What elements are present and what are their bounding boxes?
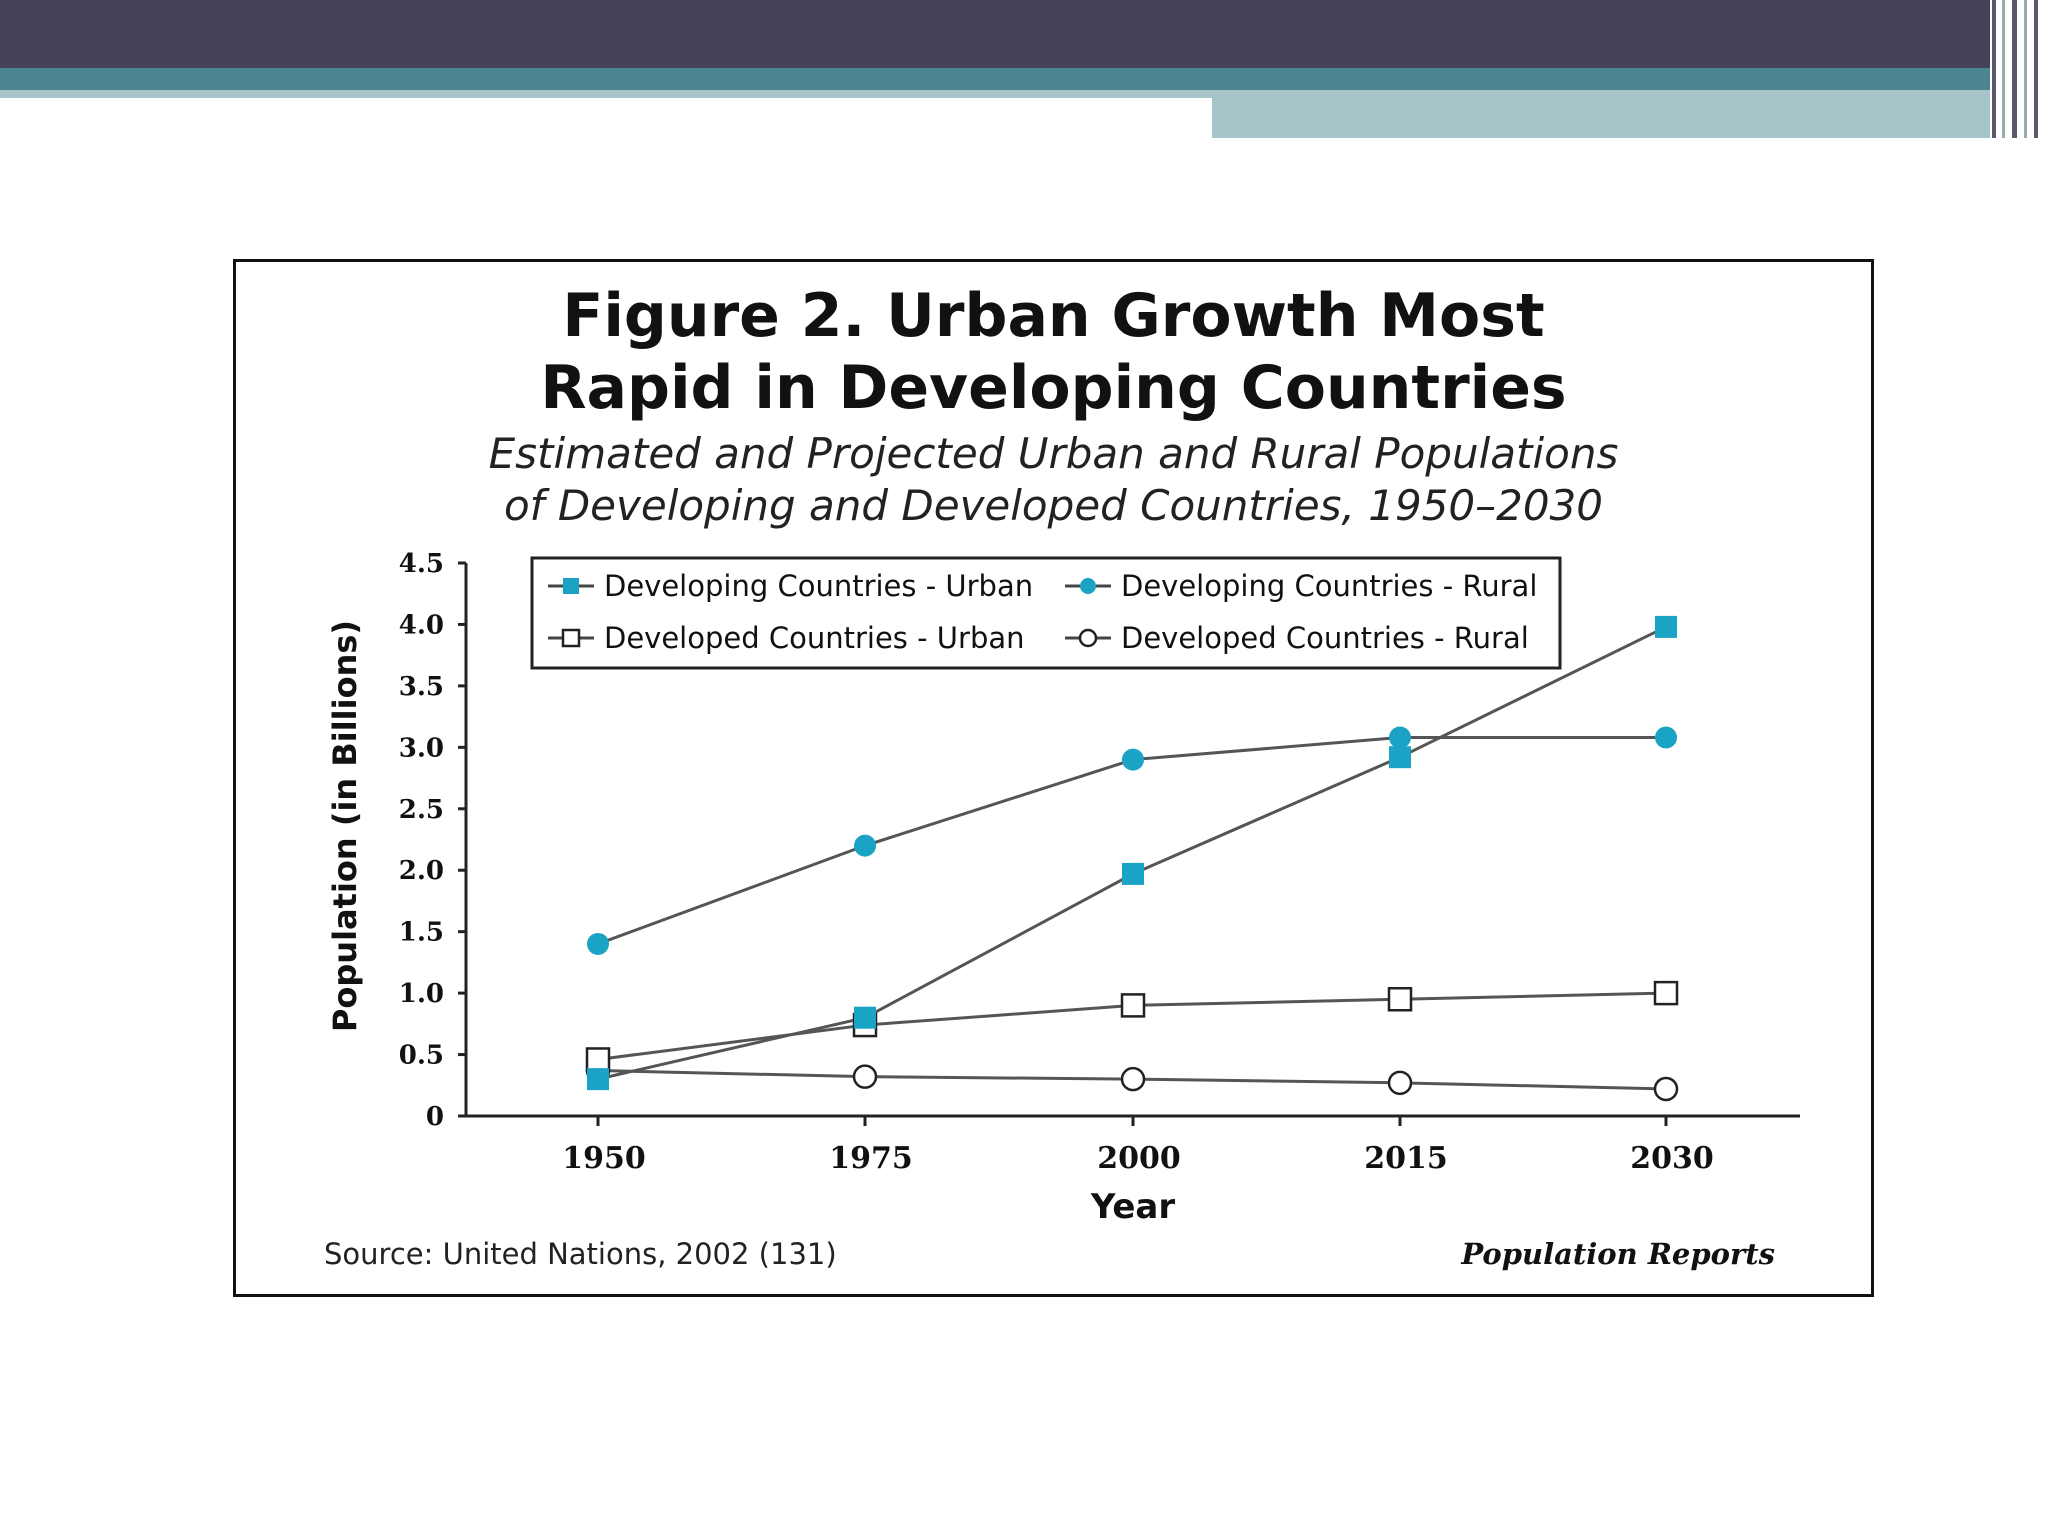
publisher-label: Population Reports bbox=[1461, 1237, 1775, 1271]
legend-label-2: Developing Countries - Rural bbox=[1121, 569, 1537, 603]
figure-panel: Figure 2. Urban Growth Most Rapid in Dev… bbox=[233, 259, 1874, 1297]
series-2-point bbox=[1122, 748, 1144, 771]
slide-edge-lines bbox=[1990, 0, 2048, 138]
legend-marker-2 bbox=[1080, 578, 1096, 594]
series-3-point bbox=[1120, 993, 1146, 1018]
legend-label-4: Developed Countries - Rural bbox=[1121, 621, 1529, 655]
series-4-point bbox=[1387, 1070, 1413, 1096]
series-1-point bbox=[1655, 615, 1677, 638]
slide-header-band-light bbox=[1212, 90, 1990, 138]
y-tick-label: 0.5 bbox=[399, 1041, 444, 1071]
y-tick-label: 4.5 bbox=[399, 549, 444, 579]
y-tick-label: 2.5 bbox=[399, 795, 444, 825]
slide-header-band-strip bbox=[0, 90, 1212, 98]
series-4-point bbox=[852, 1064, 878, 1089]
x-tick-label: 2015 bbox=[1364, 1141, 1448, 1176]
series-1-point bbox=[587, 1068, 609, 1091]
slide-header-band-dark bbox=[0, 0, 1990, 68]
x-tick-label: 1950 bbox=[562, 1141, 646, 1176]
series-2-point bbox=[1389, 726, 1411, 749]
series-4-point bbox=[1653, 1076, 1679, 1102]
chart-title-line-2: Rapid in Developing Countries bbox=[540, 353, 1567, 423]
series-2-point bbox=[1655, 726, 1677, 749]
series-2-point bbox=[854, 834, 876, 857]
x-tick-label: 2030 bbox=[1630, 1141, 1714, 1176]
chart-subtitle-line-1: Estimated and Projected Urban and Rural … bbox=[488, 429, 1619, 478]
y-tick-label: 1.5 bbox=[399, 918, 444, 948]
legend-box bbox=[530, 556, 1562, 670]
series-1-point bbox=[1389, 746, 1411, 769]
legend-marker-3 bbox=[561, 628, 581, 648]
x-tick-label: 1975 bbox=[829, 1141, 913, 1176]
y-tick-label: 1.0 bbox=[399, 979, 444, 1009]
x-axis-label: Year bbox=[1090, 1187, 1176, 1227]
y-axis-label: Population (in Billions) bbox=[326, 620, 364, 1032]
legend-marker-1 bbox=[563, 578, 579, 594]
series-1-point bbox=[1122, 862, 1144, 885]
series-3-point bbox=[1387, 987, 1413, 1012]
chart-title-line-1: Figure 2. Urban Growth Most bbox=[562, 281, 1545, 351]
y-tick-label: 2.0 bbox=[399, 856, 444, 886]
legend-label-3: Developed Countries - Urban bbox=[604, 621, 1025, 655]
series-1-point bbox=[854, 1006, 876, 1029]
source-note: Source: United Nations, 2002 (131) bbox=[324, 1237, 837, 1271]
series-4-point bbox=[1120, 1066, 1146, 1092]
series-3-point bbox=[1653, 980, 1679, 1006]
chart-subtitle-line-2: of Developing and Developed Countries, 1… bbox=[503, 481, 1603, 530]
y-tick-label: 4.0 bbox=[399, 610, 444, 640]
y-tick-label: 3.0 bbox=[399, 733, 444, 763]
legend-label-1: Developing Countries - Urban bbox=[604, 569, 1033, 603]
legend-marker-4 bbox=[1078, 628, 1098, 648]
series-2-point bbox=[587, 932, 609, 955]
series-3-point bbox=[585, 1047, 611, 1072]
y-tick-label: 0 bbox=[426, 1102, 444, 1132]
x-tick-label: 2000 bbox=[1097, 1141, 1181, 1176]
y-tick-label: 3.5 bbox=[399, 672, 444, 702]
slide-header-band-teal bbox=[0, 68, 1990, 90]
